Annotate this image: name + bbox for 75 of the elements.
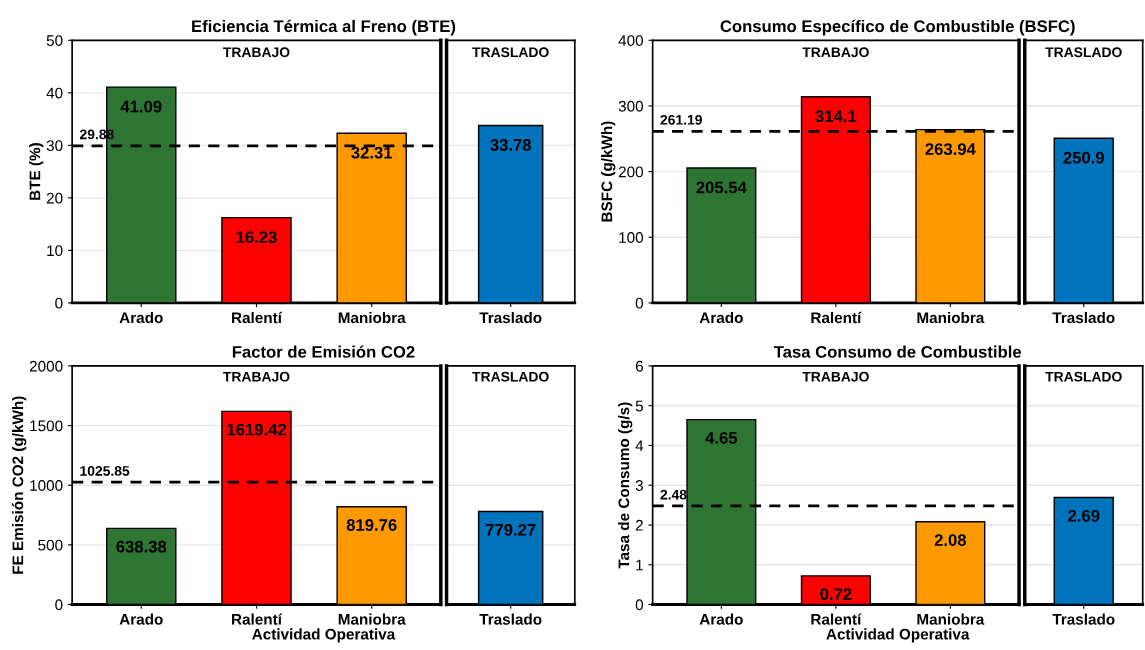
x-tick-label: Arado (119, 613, 163, 625)
x-axis-title: Actividad Operativa (826, 628, 970, 643)
x-tick-label: Traslado (1052, 311, 1115, 324)
data-label: 779.27 (485, 523, 536, 536)
y-tick-label: 50 (46, 35, 63, 46)
data-label: 32.31 (351, 146, 393, 159)
x-tick-label: Ralentí (232, 311, 283, 324)
y-tick-label: 30 (46, 140, 63, 152)
data-label: 250.9 (1063, 151, 1104, 164)
y-axis-title: Tasa de Consumo (g/s) (618, 402, 633, 569)
x-tick-label: Traslado (479, 311, 542, 324)
data-label: 314.1 (815, 110, 857, 123)
y-tick-label: 0 (635, 599, 644, 611)
y-tick-label: 100 (619, 232, 644, 243)
chart-subtitle: TRASLADO (1045, 47, 1122, 58)
y-tick-label: 4 (635, 440, 644, 451)
x-tick-label: Ralentí (811, 613, 862, 625)
y-tick-label: 0 (55, 599, 63, 611)
x-tick-label: Maniobra (338, 613, 406, 625)
y-tick-label: 500 (38, 539, 63, 551)
x-tick-label: Traslado (1052, 613, 1115, 625)
data-label: 1619.42 (227, 423, 286, 436)
chart-subtitle: TRABAJO (802, 47, 869, 58)
y-tick-label: 40 (46, 87, 63, 99)
x-tick-label: Maniobra (917, 613, 985, 625)
x-tick-label: Maniobra (917, 311, 985, 324)
data-label: 33.78 (490, 139, 532, 151)
chart-subtitle: TRASLADO (472, 371, 549, 382)
data-label: 819.76 (346, 519, 397, 531)
data-label: 16.23 (236, 231, 277, 244)
y-tick-label: 2000 (29, 360, 63, 372)
x-tick-label: Arado (699, 311, 743, 324)
y-tick-label: 0 (55, 297, 63, 309)
chart-subtitle: TRABAJO (802, 371, 869, 382)
y-tick-label: 20 (46, 192, 63, 204)
x-tick-label: Arado (119, 311, 163, 324)
y-axis-title: FE Emisión CO2 (g/kWh) (11, 396, 27, 574)
y-tick-label: 400 (618, 35, 644, 46)
data-label: 638.38 (116, 540, 167, 553)
data-label: 4.65 (705, 431, 738, 444)
y-axis-title: BSFC (g/kWh) (601, 121, 616, 222)
x-axis-title: Actividad Operativa (252, 628, 396, 643)
chart-subtitle: TRABAJO (223, 371, 290, 382)
x-tick-label: Ralentí (811, 311, 862, 324)
chart-title: Tasa Consumo de Combustible (773, 345, 1022, 358)
y-tick-label: 1 (636, 559, 643, 571)
data-label: 263.94 (925, 143, 976, 156)
y-tick-label: 5 (635, 400, 643, 412)
y-tick-label: 2 (635, 519, 643, 531)
x-tick-label: Traslado (479, 613, 542, 625)
ref-line-label: 1025.85 (80, 465, 130, 476)
y-tick-label: 200 (618, 166, 644, 178)
data-label: 0.72 (820, 588, 852, 601)
x-tick-label: Arado (699, 613, 743, 625)
data-label: 2.08 (934, 534, 967, 546)
y-axis-title: BTE (%) (29, 143, 44, 200)
chart-subtitle: TRASLADO (1045, 371, 1122, 382)
x-tick-label: Ralentí (232, 613, 283, 625)
data-label: 205.54 (696, 181, 747, 194)
chart-title: Factor de Emisión CO2 (232, 345, 415, 358)
chart-subtitle: TRABAJO (223, 47, 290, 58)
ref-line-label: 261.19 (660, 114, 702, 125)
data-label: 41.09 (120, 100, 162, 113)
y-tick-label: 3 (635, 480, 643, 491)
chart-title: Eficiencia Térmica al Freno (BTE) (192, 19, 456, 36)
y-tick-label: 1500 (30, 420, 63, 432)
data-label: 2.69 (1068, 509, 1100, 522)
y-tick-label: 1000 (30, 480, 63, 491)
x-tick-label: Maniobra (338, 311, 406, 324)
y-tick-label: 0 (635, 297, 644, 309)
chart-title: Consumo Específico de Combustible (BSFC) (720, 19, 1075, 36)
y-tick-label: 300 (618, 100, 644, 112)
y-tick-label: 10 (47, 245, 63, 257)
y-tick-label: 6 (635, 360, 643, 372)
chart-subtitle: TRASLADO (472, 47, 549, 58)
